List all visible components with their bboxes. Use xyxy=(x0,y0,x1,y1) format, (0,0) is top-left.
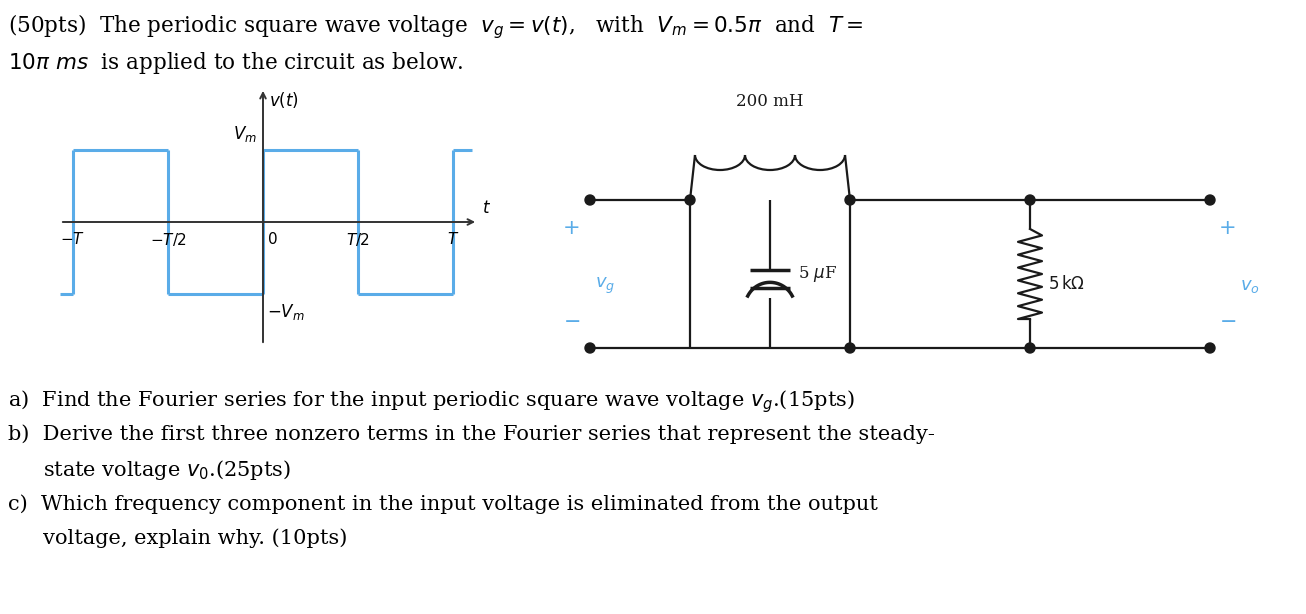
Text: 5 $\mu$F: 5 $\mu$F xyxy=(798,264,837,284)
Text: $-T/2$: $-T/2$ xyxy=(150,231,187,248)
Text: (50pts)  The periodic square wave voltage  $v_g = v(t)$,   with  $V_m = 0.5\pi$ : (50pts) The periodic square wave voltage… xyxy=(8,12,863,41)
Text: $5\,\mathrm{k\Omega}$: $5\,\mathrm{k\Omega}$ xyxy=(1047,275,1085,293)
Text: $-T$: $-T$ xyxy=(60,231,86,247)
Text: $-V_m$: $-V_m$ xyxy=(266,302,304,322)
Text: c)  Which frequency component in the input voltage is eliminated from the output: c) Which frequency component in the inpu… xyxy=(8,494,878,514)
Text: $T$: $T$ xyxy=(447,231,460,247)
Circle shape xyxy=(1205,195,1215,205)
Text: $v(t)$: $v(t)$ xyxy=(269,90,299,110)
Text: $T/2$: $T/2$ xyxy=(346,231,370,248)
Text: $0$: $0$ xyxy=(266,231,278,247)
Text: b)  Derive the first three nonzero terms in the Fourier series that represent th: b) Derive the first three nonzero terms … xyxy=(8,424,935,444)
Text: state voltage $v_0$.(25pts): state voltage $v_0$.(25pts) xyxy=(43,458,291,482)
Text: a)  Find the Fourier series for the input periodic square wave voltage $v_g$.(15: a) Find the Fourier series for the input… xyxy=(8,388,854,415)
Text: +: + xyxy=(563,218,581,238)
Circle shape xyxy=(1025,195,1034,205)
Text: $t$: $t$ xyxy=(482,200,491,217)
Text: $-$: $-$ xyxy=(1220,310,1237,330)
Text: 200 mH: 200 mH xyxy=(737,93,803,110)
Circle shape xyxy=(1025,343,1034,353)
Circle shape xyxy=(585,343,596,353)
Text: voltage, explain why. (10pts): voltage, explain why. (10pts) xyxy=(43,528,347,548)
Circle shape xyxy=(686,195,695,205)
Text: $v_o$: $v_o$ xyxy=(1239,277,1260,295)
Text: $10\pi$ $\mathit{ms}$  is applied to the circuit as below.: $10\pi$ $\mathit{ms}$ is applied to the … xyxy=(8,50,464,76)
Text: $v_g$: $v_g$ xyxy=(596,276,615,296)
Text: $V_m$: $V_m$ xyxy=(232,124,257,144)
Text: $-$: $-$ xyxy=(563,310,581,330)
Circle shape xyxy=(585,195,596,205)
Circle shape xyxy=(845,343,855,353)
Circle shape xyxy=(1205,343,1215,353)
Circle shape xyxy=(845,195,855,205)
Text: +: + xyxy=(1220,218,1237,238)
